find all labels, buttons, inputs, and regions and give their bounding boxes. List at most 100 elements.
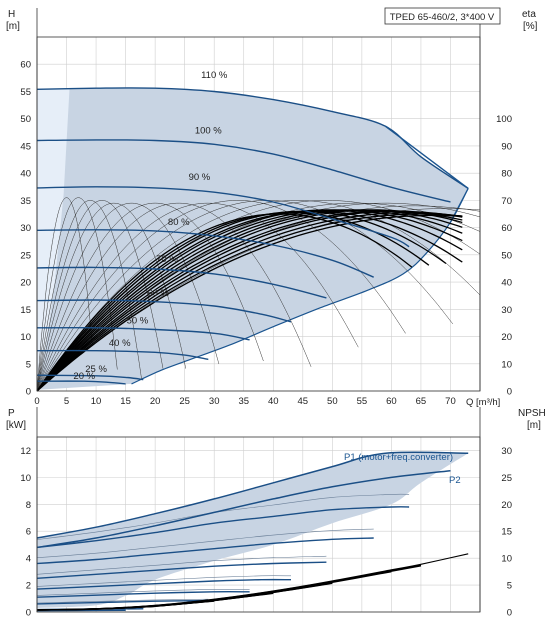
- h-tick-label: 10: [20, 332, 31, 343]
- h-tick-label: 0: [26, 387, 31, 398]
- power-thin-curve: [36, 598, 209, 604]
- efficiency-bold-curve: [36, 210, 447, 392]
- power-speed-curve: [36, 591, 250, 598]
- efficiency-bold-curve: [36, 214, 463, 392]
- qh-envelope-edge-seg: [449, 188, 469, 223]
- npsh-tick-label: 25: [501, 473, 512, 484]
- q-tick-label: 50: [327, 396, 338, 407]
- q-tick-label: 60: [386, 396, 397, 407]
- speed-curve-label: 20 %: [73, 371, 95, 382]
- h-tick-label: 55: [20, 87, 31, 98]
- speed-curve-label: 25 %: [85, 364, 107, 375]
- p2-curve-label: P2: [449, 475, 461, 486]
- q-axis-label: Q [m³/h]: [466, 397, 500, 408]
- speed-curve-label: 60 %: [147, 288, 169, 299]
- speed-curve: [36, 186, 410, 248]
- eta-tick-label: 0: [507, 387, 512, 398]
- q-tick-label: 0: [34, 396, 39, 407]
- speed-curve: [36, 380, 126, 385]
- efficiency-thin-curve: [36, 202, 264, 392]
- p1-curve: [36, 451, 469, 539]
- npsh-tick-label: 15: [501, 527, 512, 538]
- h-tick-label: 50: [20, 114, 31, 125]
- efficiency-curves: [36, 197, 481, 392]
- efficiency-thin-curve: [36, 202, 481, 392]
- power-thin-curve: [36, 528, 374, 558]
- eta-axis-unit: [%]: [523, 21, 538, 32]
- speed-curve: [36, 266, 327, 299]
- h-tick-label: 40: [20, 169, 31, 180]
- power-thin-curve: [36, 575, 292, 587]
- efficiency-thin-curve: [36, 202, 312, 392]
- efficiency-thin-curve: [36, 202, 359, 392]
- eta-tick-label: 10: [501, 359, 512, 370]
- q-tick-label: 45: [298, 396, 309, 407]
- qh-envelope-area: [37, 87, 469, 390]
- power-axes: 0 2 4 6 8 10 12 0 5 10 15 20 25 30: [20, 407, 512, 619]
- npsh-curve: [36, 553, 469, 611]
- eta-tick-label: 50: [501, 250, 512, 261]
- speed-curves: [36, 87, 469, 385]
- qh-min-speed-strip: [37, 89, 70, 389]
- power-thin-curve: [36, 493, 410, 540]
- npsh-tick-label: 20: [501, 500, 512, 511]
- q-tick-label: 20: [150, 396, 161, 407]
- speed-curve-110-tail: [385, 125, 469, 189]
- npsh-axis-unit: [m]: [527, 420, 541, 431]
- h-tick-label: 45: [20, 141, 31, 152]
- qh-envelope: [37, 87, 469, 390]
- power-thin-curve: [36, 555, 327, 575]
- h-axis-unit: [m]: [6, 21, 20, 32]
- h-tick-label: 25: [20, 250, 31, 261]
- p-tick-label: 10: [20, 473, 31, 484]
- speed-curve-label: 80 %: [168, 217, 190, 228]
- eta-tick-label: 80: [501, 169, 512, 180]
- h-tick-label: 30: [20, 223, 31, 234]
- efficiency-bold-curve: [36, 210, 463, 392]
- h-tick-label: 5: [26, 359, 31, 370]
- h-tick-label: 60: [20, 60, 31, 71]
- q-tick-label: 40: [268, 396, 279, 407]
- speed-curve: [36, 349, 209, 361]
- efficiency-bold-curve: [36, 211, 430, 392]
- eta-tick-label: 100: [496, 114, 512, 125]
- speed-curve: [36, 327, 250, 341]
- power-speed-curve: [36, 561, 327, 579]
- q-tick-label: 70: [445, 396, 456, 407]
- efficiency-thin-curve: [36, 197, 118, 392]
- power-speed-curve: [36, 578, 292, 590]
- speed-curve: [36, 139, 451, 203]
- power-envelope-area: [37, 452, 469, 608]
- efficiency-thin-curve: [36, 200, 481, 392]
- speed-curve-label: 70 %: [156, 254, 178, 265]
- npsh-tick-label: 10: [501, 554, 512, 565]
- q-tick-label: 65: [416, 396, 427, 407]
- eta-tick-label: 60: [501, 223, 512, 234]
- speed-curve-labels: 110 % 100 % 90 % 80 % 70 % 60 % 50 % 40 % 25 %20…: [73, 70, 227, 382]
- speed-curve-label: 100 %: [195, 125, 222, 136]
- p-tick-label: 4: [26, 554, 31, 565]
- speed-curve-label: 40 %: [109, 338, 131, 349]
- power-speed-curve: [36, 506, 410, 549]
- p-tick-label: 2: [26, 581, 31, 592]
- eta-tick-label: 70: [501, 196, 512, 207]
- efficiency-bold-curve: [36, 209, 463, 392]
- q-tick-label: 30: [209, 396, 220, 407]
- speed-curve: [36, 374, 144, 381]
- eta-tick-label: 40: [501, 278, 512, 289]
- efficiency-thin-curve: [36, 200, 453, 392]
- q-tick-label: 55: [357, 396, 368, 407]
- q-tick-label: 15: [120, 396, 131, 407]
- efficiency-bold-curve: [36, 212, 463, 392]
- efficiency-thin-curve: [36, 200, 406, 392]
- p-tick-label: 6: [26, 527, 31, 538]
- eta-axis-label: eta: [522, 9, 536, 20]
- efficiency-bold-curve: [36, 213, 463, 392]
- p-tick-label: 0: [26, 608, 31, 619]
- p2-curve: [36, 469, 451, 549]
- efficiency-bold-curve: [36, 209, 463, 392]
- h-tick-label: 35: [20, 196, 31, 207]
- speed-curve-label: 110 %: [201, 70, 228, 81]
- npsh-tick-label: 5: [507, 581, 512, 592]
- q-tick-label: 5: [64, 396, 69, 407]
